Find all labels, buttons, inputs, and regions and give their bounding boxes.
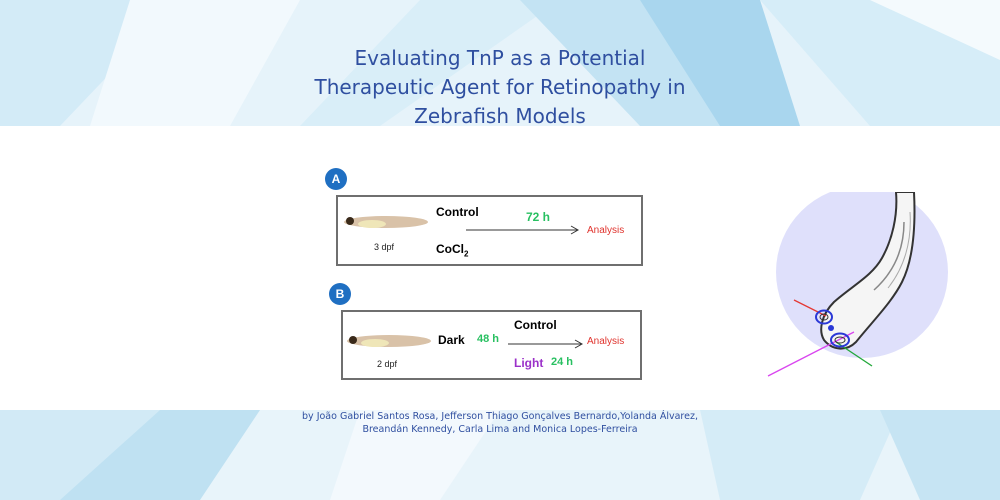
panel-b-analysis: Analysis <box>587 336 625 347</box>
panel-b-dark: Dark <box>438 333 465 347</box>
panel-b-light: Light <box>514 356 544 370</box>
fish-spine-line <box>873 221 905 291</box>
larva-icon <box>347 335 431 347</box>
fish-body-icon <box>820 192 916 350</box>
larva-icon <box>344 216 428 228</box>
page-title: Evaluating TnP as a Potential Therapeuti… <box>250 44 750 131</box>
zebrafish-eye-illustration <box>767 192 948 377</box>
panel-b-box: 2 dpf Dark 48 h Control Analysis Light 2… <box>341 310 642 380</box>
right-eye-icon <box>830 332 850 348</box>
authors: by João Gabriel Santos Rosa, Jefferson T… <box>200 410 800 436</box>
background-top <box>0 0 1000 126</box>
left-pupil-icon <box>819 313 829 321</box>
panel-a-compound-subscript: 2 <box>464 249 469 259</box>
panel-b-control: Control <box>514 318 557 332</box>
background-shapes-bottom <box>0 410 1000 500</box>
arrow-right-icon <box>466 225 580 235</box>
panel-b-age: 2 dpf <box>377 359 398 369</box>
panel-a-compound-text: CoCl <box>436 242 464 256</box>
title-line-2: Therapeutic Agent for Retinopathy in <box>314 75 686 99</box>
panel-a-analysis: Analysis <box>587 225 625 236</box>
right-pupil-icon <box>834 336 846 344</box>
panel-b-dark-duration: 48 h <box>477 333 500 345</box>
axis-magenta-line <box>767 331 855 377</box>
left-eye-icon <box>815 309 833 325</box>
axis-red-line <box>793 299 827 317</box>
arrow-right-icon <box>508 339 584 349</box>
panel-a-compound: CoCl2 <box>436 242 468 258</box>
center-dot-icon <box>828 325 834 331</box>
authors-line-1: by João Gabriel Santos Rosa, Jefferson T… <box>302 411 698 422</box>
background-shapes-top <box>0 0 1000 126</box>
panel-a-badge: A <box>325 168 347 190</box>
panel-a-age: 3 dpf <box>374 242 395 252</box>
panel-a-duration: 72 h <box>526 210 551 224</box>
panel-b-light-duration: 24 h <box>551 356 574 368</box>
title-line-3: Zebrafish Models <box>414 104 586 128</box>
panel-b-badge: B <box>329 283 351 305</box>
authors-line-2: Breandán Kennedy, Carla Lima and Monica … <box>362 424 638 435</box>
title-line-1: Evaluating TnP as a Potential <box>354 46 646 70</box>
fish-lateral-line <box>887 211 911 289</box>
background-bottom <box>0 410 1000 500</box>
panel-a-box: 3 dpf Control CoCl2 72 h Analysis <box>336 195 643 266</box>
panel-a-control: Control <box>436 205 479 219</box>
figure-band: A 3 dpf Control CoCl2 72 h Analysis B 2 … <box>0 126 1000 410</box>
